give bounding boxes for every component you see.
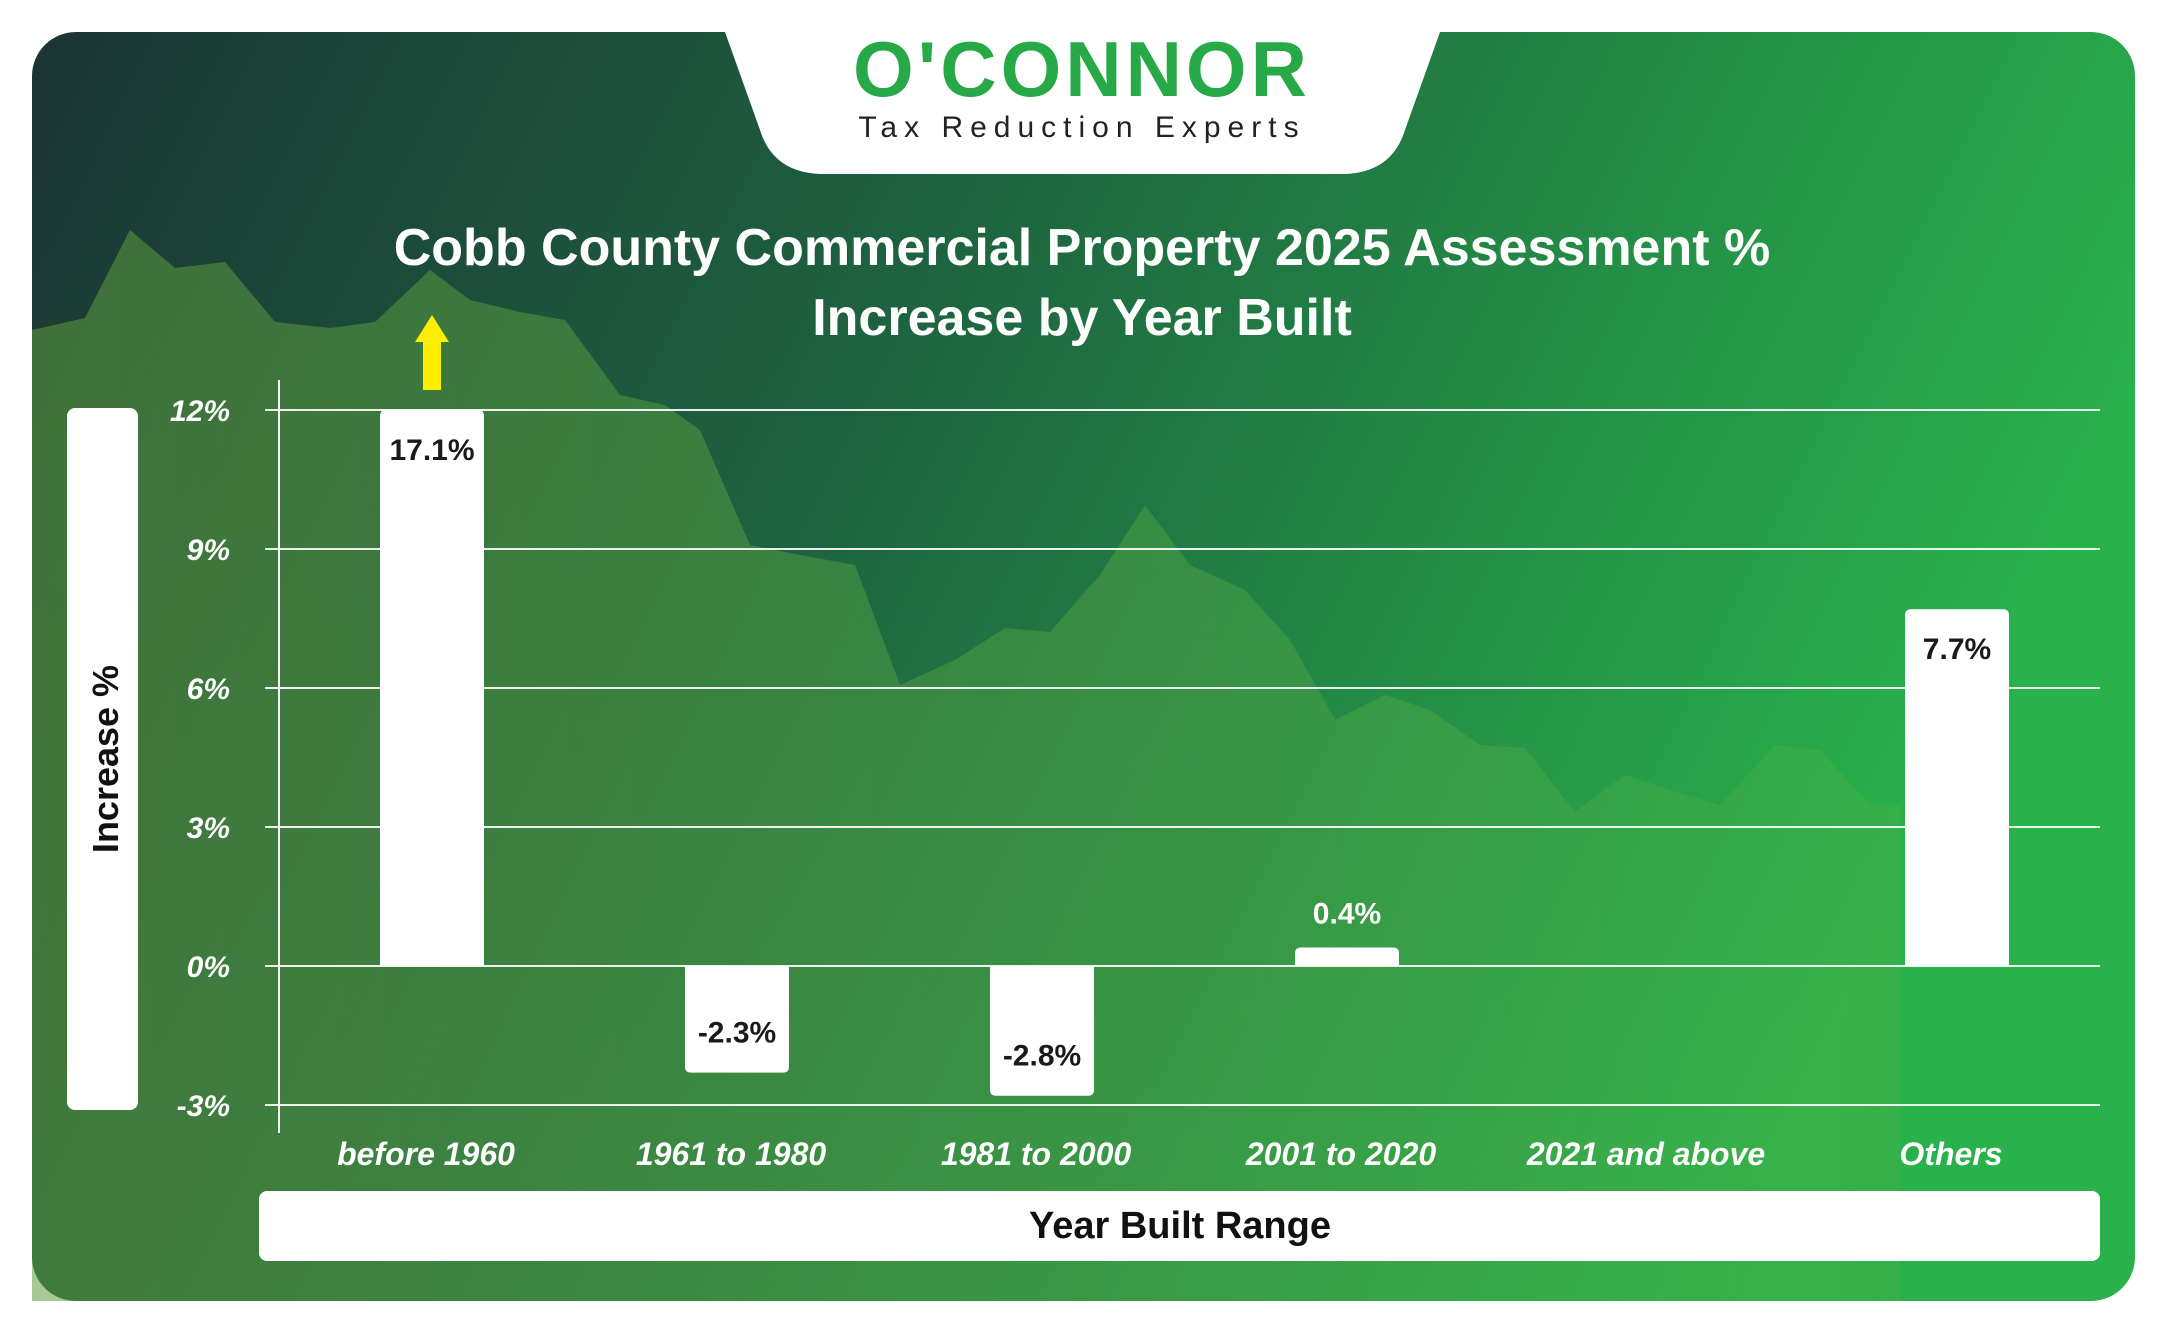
category-label: 2021 and above	[1526, 1136, 1765, 1172]
y-tick-label: 6%	[187, 673, 230, 706]
value-label: 0.4%	[1313, 897, 1381, 930]
x-axis-label: Year Built Range	[1029, 1205, 1331, 1247]
category-label: 1981 to 2000	[941, 1136, 1132, 1172]
y-axis-label-box	[67, 408, 138, 1110]
y-tick-labels: 12% 9% 6% 3% 0% -3%	[170, 395, 230, 1123]
y-tick-label: 9%	[187, 534, 230, 567]
mountain-decoration	[32, 230, 1900, 1301]
logo-tab	[725, 32, 1440, 174]
value-labels: 17.1% -2.3% -2.8% 0.4% 7.7%	[389, 434, 1991, 1073]
bar	[1295, 947, 1399, 966]
value-label: 7.7%	[1923, 633, 1991, 666]
x-axis-label-box	[259, 1191, 2100, 1261]
bars	[380, 410, 2009, 1096]
category-labels: before 1960 1961 to 1980 1981 to 2000 2001 …	[337, 1136, 2003, 1172]
chart-title-line-1: Cobb County Commercial Property 2025 Ass…	[394, 219, 1771, 277]
category-label: 2001 to 2020	[1245, 1136, 1437, 1172]
value-label: -2.8%	[1003, 1040, 1081, 1073]
overflow-arrow-icon	[415, 315, 449, 390]
bar	[1905, 609, 2009, 966]
chart-title-line-2: Increase by Year Built	[812, 289, 1352, 347]
bar	[685, 966, 789, 1073]
bar	[990, 966, 1094, 1096]
bar	[380, 410, 484, 966]
logo-tagline: Tax Reduction Experts	[858, 111, 1305, 144]
category-label: 1961 to 1980	[636, 1136, 827, 1172]
category-label: before 1960	[337, 1136, 515, 1172]
y-axis-label: Increase %	[85, 665, 126, 853]
y-tick-label: 0%	[187, 951, 230, 984]
value-label: -2.3%	[698, 1017, 776, 1050]
y-tick-label: 3%	[187, 812, 230, 845]
y-tick-label: -3%	[177, 1090, 230, 1123]
y-tick-label: 12%	[170, 395, 230, 428]
logo-wordmark: O'CONNOR	[853, 25, 1311, 113]
category-label: Others	[1899, 1136, 2002, 1172]
annotations	[415, 315, 449, 390]
value-label: 17.1%	[389, 434, 474, 467]
gridlines	[265, 409, 2100, 1106]
